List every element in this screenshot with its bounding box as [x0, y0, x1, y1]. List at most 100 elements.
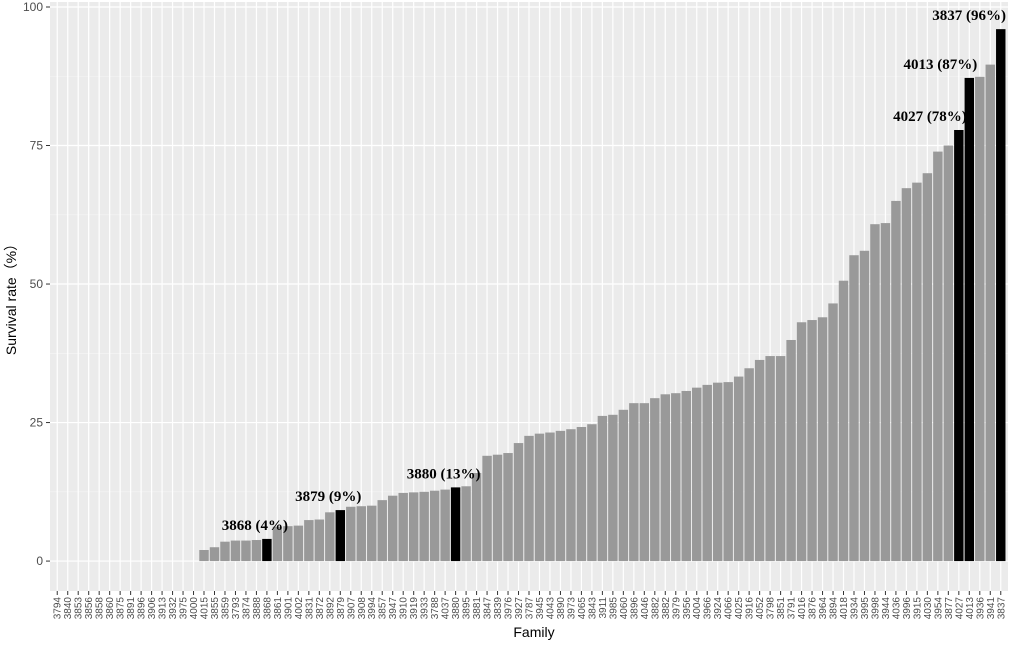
- bar: [503, 453, 513, 562]
- x-tick-label: 3944: [881, 597, 892, 620]
- x-tick-label: 3847: [483, 597, 494, 620]
- x-tick-label: 3843: [587, 597, 598, 620]
- bar: [775, 356, 786, 562]
- annotation: 3837 (96%): [932, 8, 1006, 24]
- x-tick-label: 4066: [724, 597, 735, 620]
- y-tick-label: 0: [36, 554, 43, 568]
- bar: [786, 339, 796, 562]
- x-tick-label: 3941: [986, 597, 997, 620]
- bar: [639, 403, 650, 562]
- x-tick-label: 3936: [975, 597, 986, 620]
- bar: [534, 433, 545, 562]
- x-tick-label: 3924: [713, 597, 724, 620]
- bar: [524, 435, 534, 562]
- bar: [587, 424, 597, 562]
- bar: [671, 393, 681, 562]
- x-tick-label: 3907: [346, 597, 357, 620]
- bar: [996, 29, 1006, 562]
- x-tick-label: 3975: [179, 597, 190, 620]
- x-tick-label: 3932: [168, 597, 179, 620]
- x-tick-label: 4016: [797, 597, 808, 620]
- bar: [283, 526, 293, 562]
- x-tick-label: 3985: [608, 597, 619, 620]
- bar: [209, 547, 220, 562]
- bar: [356, 506, 366, 562]
- x-tick-label: 3787: [525, 597, 536, 620]
- x-tick-label: 3857: [378, 597, 389, 620]
- x-tick-label: 3791: [787, 597, 798, 620]
- annotation: 3879 (9%): [295, 489, 361, 505]
- bar: [450, 487, 461, 562]
- bar: [964, 77, 975, 562]
- bar: [817, 317, 828, 562]
- bar: [419, 491, 429, 562]
- x-tick-label: 3872: [315, 597, 326, 620]
- x-tick-label: 3934: [849, 597, 860, 620]
- bar: [650, 398, 660, 562]
- x-tick-label: 4015: [200, 597, 211, 620]
- x-tick-label: 3964: [818, 597, 829, 620]
- x-tick-label: 3880: [451, 597, 462, 620]
- x-tick-label: 3879: [336, 597, 347, 620]
- x-tick-label: 3996: [902, 597, 913, 620]
- y-tick-label: 50: [30, 277, 44, 291]
- bar: [262, 538, 272, 562]
- bar: [230, 540, 241, 562]
- x-tick-label: 4025: [734, 597, 745, 620]
- x-tick-label: 3911: [598, 597, 609, 619]
- x-tick-label: 4065: [577, 597, 588, 620]
- bar: [545, 432, 555, 562]
- x-tick-label: 4043: [545, 597, 556, 620]
- x-tick-label: 3896: [137, 597, 148, 620]
- x-tick-label: 3882: [650, 597, 661, 620]
- x-tick-label: 3874: [241, 597, 252, 620]
- x-tick-label: 3901: [283, 597, 294, 620]
- bar: [220, 541, 230, 562]
- x-tick-label: 3831: [304, 597, 315, 620]
- bar: [754, 359, 765, 562]
- x-tick-label: 3919: [409, 597, 420, 620]
- x-tick-label: 3868: [262, 597, 273, 620]
- bar: [744, 368, 754, 562]
- bar: [293, 525, 304, 562]
- x-tick-label: 3915: [912, 597, 923, 620]
- x-tick-label: 3995: [860, 597, 871, 620]
- bar: [555, 430, 566, 562]
- bar: [335, 510, 346, 562]
- bar: [870, 224, 880, 562]
- bar: [325, 512, 335, 562]
- x-tick-label: 3894: [829, 597, 840, 620]
- x-tick-label: 4018: [839, 597, 850, 620]
- bar: [859, 250, 870, 562]
- y-tick-label: 100: [23, 0, 43, 14]
- bar: [387, 495, 398, 562]
- x-tick-label: 3913: [158, 597, 169, 620]
- x-tick-label: 3840: [63, 597, 74, 620]
- x-tick-label: 3890: [556, 597, 567, 620]
- x-tick-label: 4000: [189, 597, 200, 620]
- x-tick-label: 3973: [566, 597, 577, 620]
- x-tick-label: 4037: [441, 597, 452, 620]
- x-tick-label: 3888: [252, 597, 263, 620]
- bar: [461, 486, 471, 562]
- x-tick-label: 3892: [325, 597, 336, 620]
- x-tick-label: 4002: [294, 597, 305, 620]
- bar: [314, 519, 325, 562]
- bar: [304, 520, 314, 562]
- bar: [241, 540, 251, 562]
- bar: [618, 409, 629, 562]
- x-tick-label: 3856: [84, 597, 95, 620]
- bar: [251, 540, 262, 562]
- bar: [765, 356, 775, 562]
- bar: [975, 76, 985, 562]
- x-tick-label: 3891: [126, 597, 137, 620]
- y-tick-label: 25: [30, 416, 44, 430]
- x-tick-label: 3861: [273, 597, 284, 620]
- x-tick-label: 3998: [870, 597, 881, 620]
- bar: [398, 492, 408, 562]
- bar: [408, 492, 419, 562]
- x-tick-label: 3966: [703, 597, 714, 620]
- bar: [608, 414, 618, 562]
- x-tick-label: 4046: [640, 597, 651, 620]
